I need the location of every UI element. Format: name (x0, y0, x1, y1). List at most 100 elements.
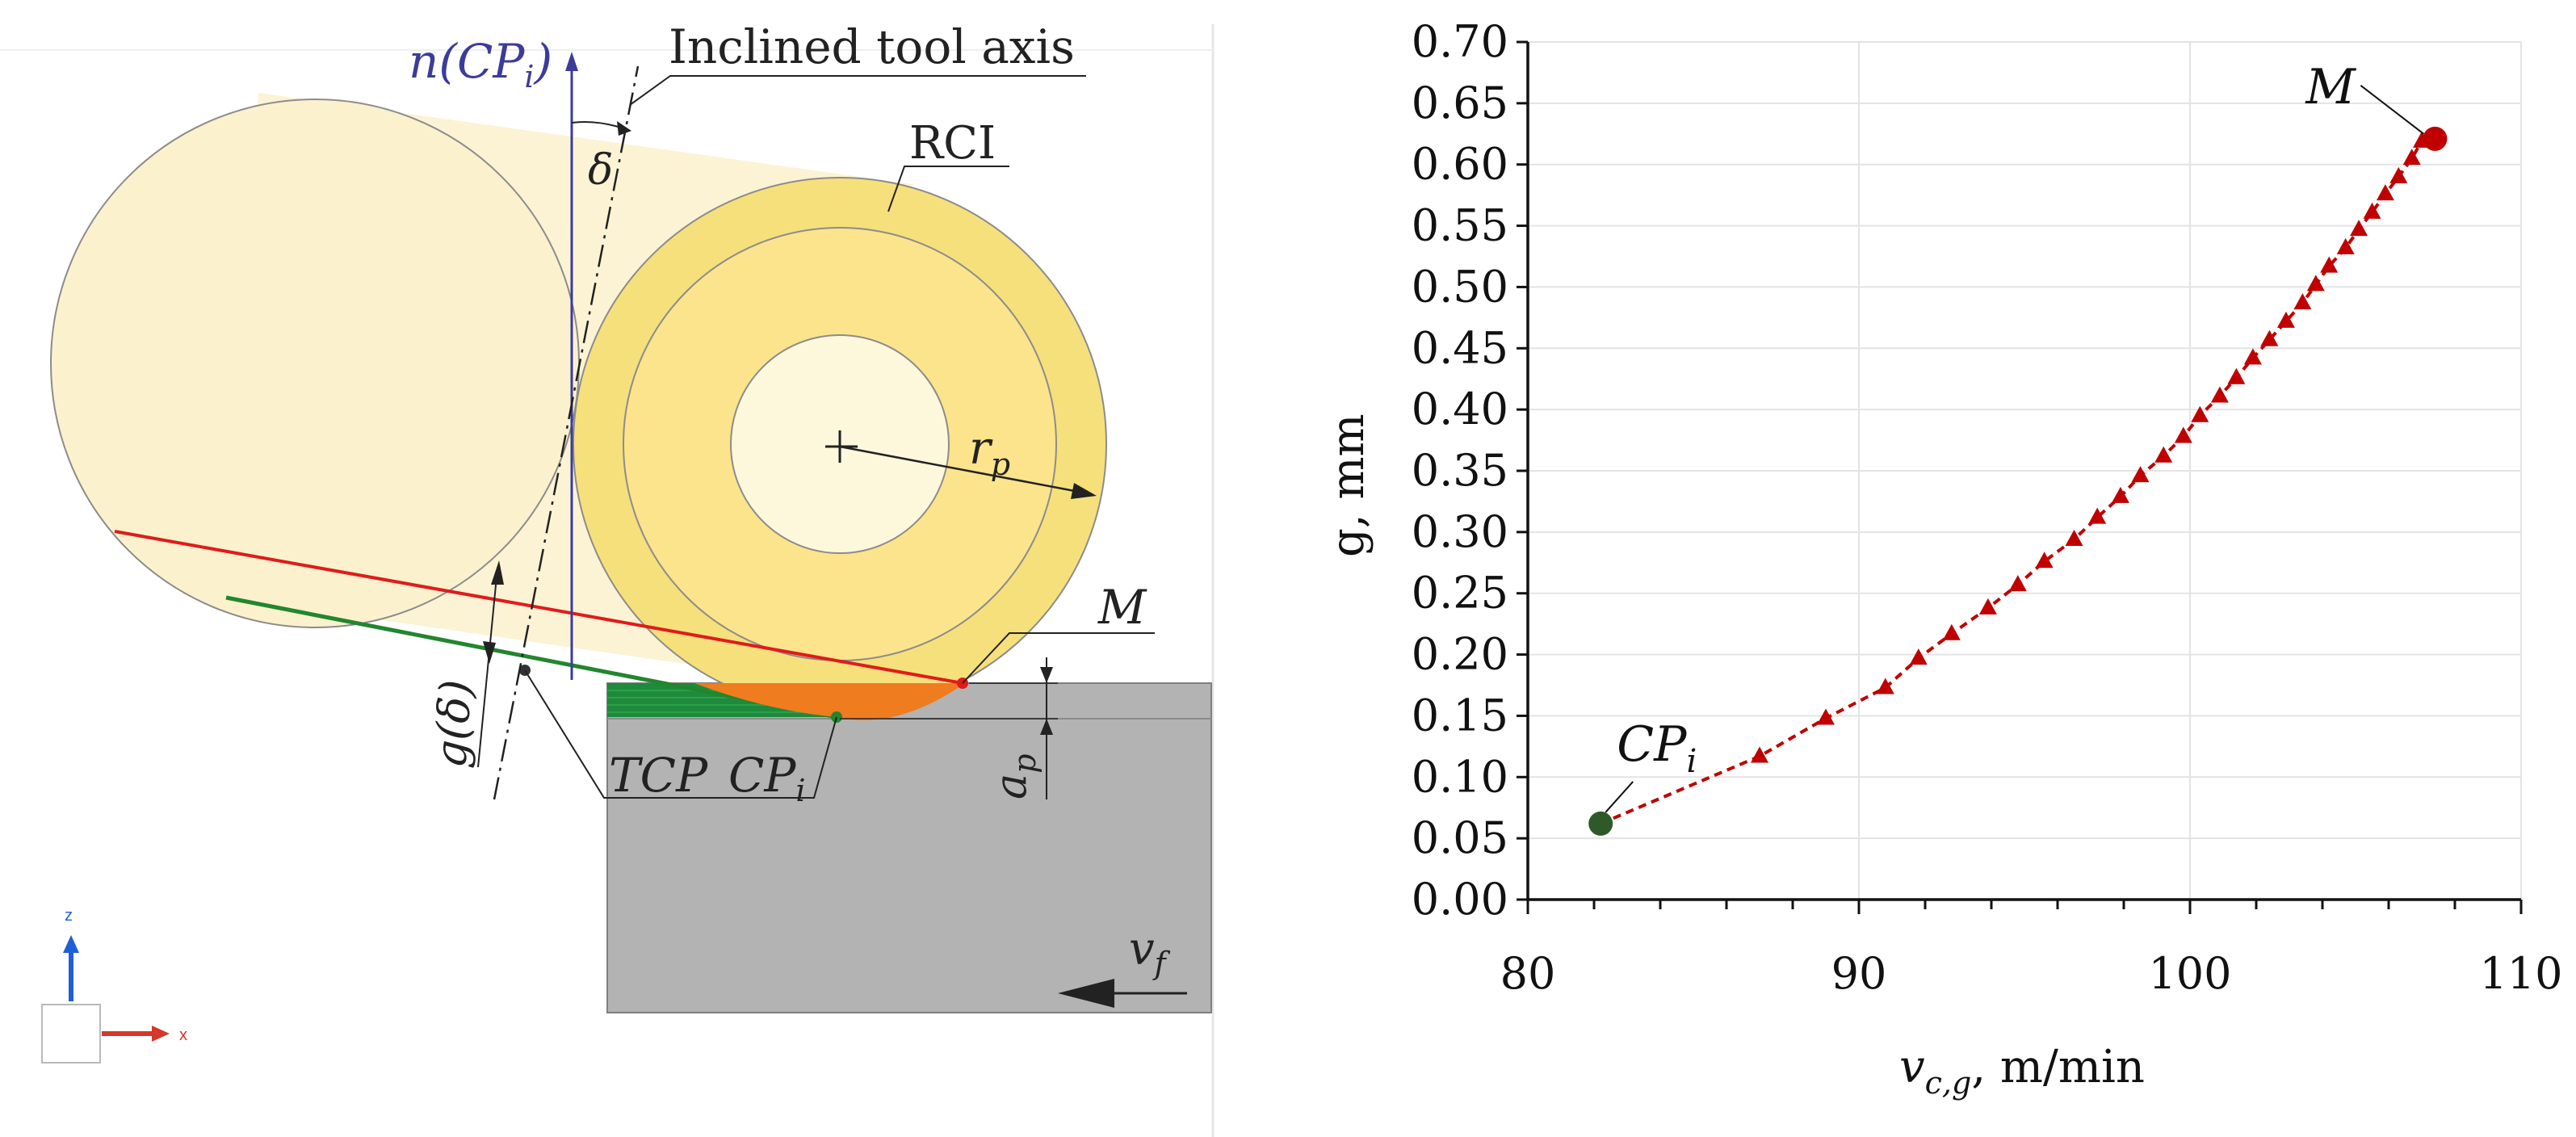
m-label: M (1097, 580, 1147, 635)
inclined-tool-axis (493, 65, 640, 800)
g-delta-dim-line (477, 568, 498, 768)
data-point (2154, 446, 2173, 463)
m-leader (2360, 85, 2425, 135)
x-tick-label: 110 (2479, 948, 2562, 999)
rp-arrow (839, 445, 1093, 496)
chart-grid (1528, 41, 2522, 900)
axis-label: Inclined tool axis (669, 19, 1075, 74)
y-tick-label: 0.35 (1412, 445, 1508, 496)
y-tick-label: 0.45 (1412, 322, 1508, 373)
cpi-leader (717, 716, 837, 799)
data-point (1817, 708, 1835, 725)
y-tick-label: 0.60 (1412, 139, 1508, 190)
data-point (2174, 426, 2192, 443)
m-chart-label: M (2305, 59, 2356, 115)
z-axis-head (63, 935, 79, 953)
data-point (2389, 166, 2408, 183)
y-tick-label: 0.50 (1412, 261, 1508, 312)
tool-back-face (50, 99, 580, 628)
y-tick-label: 0.55 (1412, 200, 1508, 251)
cpi-marker (1588, 811, 1613, 836)
data-point (2320, 256, 2339, 273)
y-tick-label: 0.70 (1412, 16, 1508, 67)
data-point (1942, 623, 1961, 640)
m-marker (2423, 126, 2448, 151)
chip-section (694, 683, 965, 720)
data-point (1909, 648, 1928, 665)
axis-leader (629, 75, 1086, 106)
y-tick-label: 0.20 (1412, 629, 1508, 680)
ap-arrow-top (1040, 667, 1053, 683)
y-axis-label: g, mm (1322, 413, 1374, 557)
g-delta-arrow-top (491, 560, 504, 585)
data-point (2210, 386, 2229, 403)
data-point (2243, 348, 2262, 365)
y-tick-labels: 0.00 0.05 0.10 0.15 0.20 0.25 0.30 0.35 0.40 0.45… (1412, 16, 1508, 925)
tcp-leader (524, 669, 717, 799)
y-tick-label: 0.65 (1412, 78, 1508, 128)
data-point (1876, 678, 1894, 694)
rp-arrow-head (1071, 483, 1097, 499)
data-point (2227, 367, 2246, 384)
data-point (2131, 466, 2150, 483)
x-tick-labels: 80 90 100 110 (1500, 948, 2563, 999)
ap-label: ap (985, 753, 1043, 799)
data-series (1588, 85, 2448, 836)
data-point (1751, 746, 1768, 763)
rci-leader (887, 166, 1009, 212)
green-contact-edge (225, 595, 837, 720)
data-point (2276, 311, 2295, 328)
m-leader (962, 632, 1155, 684)
data-point (2336, 237, 2355, 254)
y-tick-label: 0.25 (1412, 568, 1508, 619)
data-point (2088, 507, 2107, 524)
x-tick-label: 90 (1831, 948, 1887, 999)
data-point (2008, 575, 2027, 592)
delta-label: δ (588, 146, 613, 195)
g-delta-arrow-bot (483, 641, 496, 664)
delta-arc-head (617, 121, 631, 136)
x-axis-label: vc,g, m/min (1899, 1041, 2145, 1101)
y-tick-label: 0.15 (1412, 690, 1508, 741)
chart: 0.00 0.05 0.10 0.15 0.20 0.25 0.30 0.35 0.40 0.45… (1322, 16, 2563, 1101)
x-label: x (179, 1026, 187, 1044)
ap-arrow-bot (1040, 719, 1053, 735)
g-delta-label: g(δ) (425, 678, 481, 770)
data-point (2191, 405, 2209, 422)
data-point (1978, 598, 1997, 615)
y-tick-label: 0.10 (1412, 751, 1508, 802)
y-tick-label: 0.00 (1412, 874, 1508, 925)
normal-label: n(CPi) (409, 34, 552, 94)
cpi-chart-label: CPi (1617, 716, 1697, 780)
vf-arrow-head (1058, 979, 1114, 1008)
normal-axis-head (565, 52, 578, 71)
tcp-label: TCP (609, 748, 708, 803)
series-line (1600, 136, 2435, 825)
data-point (2111, 486, 2129, 503)
view-cube[interactable] (41, 1004, 101, 1064)
x-axis-head (152, 1026, 170, 1042)
data-point (2306, 275, 2325, 292)
y-tick-label: 0.40 (1412, 384, 1508, 434)
workpiece (606, 682, 1212, 1013)
data-point (2363, 202, 2381, 219)
chart-axes (1517, 40, 2523, 914)
cpi-leader (1605, 781, 1634, 813)
x-tick-label: 100 (2148, 948, 2231, 999)
z-label: z (65, 907, 73, 925)
x-tick-label: 80 (1500, 948, 1556, 999)
y-tick-label: 0.30 (1412, 506, 1508, 557)
left-diagram: n(CPi) Inclined tool axis δ RCI rp M g(δ… (0, 19, 1215, 1137)
data-point (2293, 293, 2312, 310)
cpi-label: CPi (728, 748, 806, 808)
rci-label: RCI (909, 117, 996, 170)
rp-label: rp (969, 422, 1010, 482)
data-point (2035, 552, 2054, 568)
red-profile-line (114, 530, 963, 685)
data-point (2376, 184, 2394, 201)
y-tick-label: 0.05 (1412, 812, 1508, 863)
data-point (2402, 149, 2421, 166)
data-point (2260, 329, 2279, 346)
data-point (2065, 529, 2083, 546)
